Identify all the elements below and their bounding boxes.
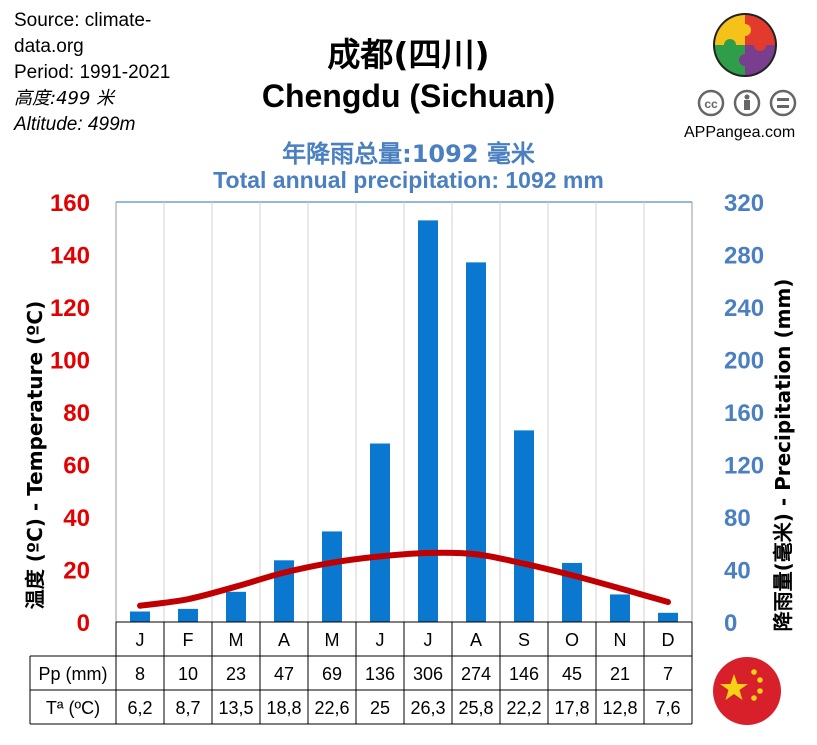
precip-bar <box>130 611 150 622</box>
chart-subtitle: Chengdu (Sichuan) <box>261 78 556 114</box>
table-cell-pp: 47 <box>274 664 294 684</box>
creative-commons-icons: cc <box>697 89 797 117</box>
table-cell-pp: 136 <box>365 664 395 684</box>
table-cell-pp: 23 <box>226 664 246 684</box>
puzzle-logo-icon <box>713 13 777 77</box>
x-tick-label: S <box>518 630 530 650</box>
x-tick-label: F <box>183 630 194 650</box>
table-cell-temp: 25 <box>370 698 390 718</box>
brand-url: APPangea.com <box>684 124 796 141</box>
y-tick-left: 120 <box>50 295 90 322</box>
precip-bar <box>226 591 246 622</box>
table-cell-temp: 8,7 <box>175 698 200 718</box>
x-tick-label: J <box>376 630 385 650</box>
y-tick-right: 280 <box>724 243 764 270</box>
x-tick-label: D <box>662 630 675 650</box>
chart-title: 成都(四川) <box>327 35 490 74</box>
x-tick-label: M <box>325 630 340 650</box>
cc-icon: cc <box>697 89 725 117</box>
x-tick-label: A <box>470 630 482 650</box>
x-tick-label: O <box>565 630 579 650</box>
table-cell-pp: 69 <box>322 664 342 684</box>
table-cell-pp: 274 <box>461 664 491 684</box>
precip-bar <box>514 430 534 622</box>
period-label: Period: 1991-2021 <box>14 62 171 83</box>
y-tick-left: 0 <box>77 610 90 637</box>
table-cell-temp: 6,2 <box>127 698 152 718</box>
y-tick-left: 60 <box>63 453 90 480</box>
x-tick-label: A <box>278 630 290 650</box>
altitude-zh-label: 高度:499 米 <box>14 88 115 109</box>
source-label: Source: climate- data.org <box>14 10 152 57</box>
precip-bar <box>658 612 678 622</box>
y-tick-left: 160 <box>50 190 90 217</box>
precip-bar <box>610 594 630 622</box>
attribution-icon <box>733 89 761 117</box>
y-tick-left: 100 <box>50 348 90 375</box>
x-tick-label: J <box>424 630 433 650</box>
x-tick-label: N <box>614 630 627 650</box>
table-cell-pp: 21 <box>610 664 630 684</box>
precip-bar <box>370 443 390 622</box>
table-cell-temp: 12,8 <box>602 698 637 718</box>
y-tick-right: 40 <box>724 558 751 585</box>
table-cell-pp: 146 <box>509 664 539 684</box>
table-cell-temp: 22,2 <box>506 698 541 718</box>
table-row-label: Pp (mm) <box>39 664 108 684</box>
temperature-line <box>137 549 671 609</box>
y-axis-label-left: 温度 (ºC) - Temperature (ºC) <box>23 301 47 610</box>
table-cell-pp: 8 <box>135 664 145 684</box>
y-tick-right: 240 <box>724 295 764 322</box>
annual-precip-zh: 年降雨总量:1092 毫米 <box>282 140 535 168</box>
table-row-label: Tª (ºC) <box>46 698 100 718</box>
table-cell-pp: 7 <box>663 664 673 684</box>
annual-precip-en: Total annual precipitation: 1092 mm <box>213 167 604 193</box>
precip-bar <box>418 220 438 622</box>
table-cell-temp: 18,8 <box>266 698 301 718</box>
y-tick-left: 40 <box>63 505 90 532</box>
chart-metadata: Source: climate- data.org Period: 1991-2… <box>14 8 170 138</box>
x-tick-label: M <box>229 630 244 650</box>
y-tick-left: 20 <box>63 558 90 585</box>
table-cell-pp: 10 <box>178 664 198 684</box>
china-flag-icon <box>713 657 781 725</box>
table-cell-pp: 45 <box>562 664 582 684</box>
table-cell-temp: 22,6 <box>314 698 349 718</box>
y-axis-label-right: 降雨量(毫米) - Precipitation (mm) <box>771 279 795 632</box>
table-cell-temp: 17,8 <box>554 698 589 718</box>
altitude-en-label: Altitude: 499m <box>14 114 136 135</box>
y-tick-left: 140 <box>50 243 90 270</box>
table-cell-temp: 13,5 <box>218 698 253 718</box>
precip-bar <box>178 608 198 622</box>
y-tick-right: 0 <box>724 610 737 637</box>
x-tick-label: J <box>136 630 145 650</box>
svg-text:cc: cc <box>704 97 718 111</box>
table-cell-temp: 26,3 <box>410 698 445 718</box>
precip-bar <box>322 531 342 622</box>
precip-bar <box>466 262 486 622</box>
table-cell-temp: 7,6 <box>655 698 680 718</box>
y-tick-right: 200 <box>724 348 764 375</box>
y-tick-left: 80 <box>63 400 90 427</box>
no-derivatives-icon <box>769 89 797 117</box>
table-cell-pp: 306 <box>413 664 443 684</box>
y-tick-right: 320 <box>724 190 764 217</box>
table-cell-temp: 25,8 <box>458 698 493 718</box>
y-tick-right: 120 <box>724 453 764 480</box>
y-tick-right: 160 <box>724 400 764 427</box>
y-tick-right: 80 <box>724 505 751 532</box>
